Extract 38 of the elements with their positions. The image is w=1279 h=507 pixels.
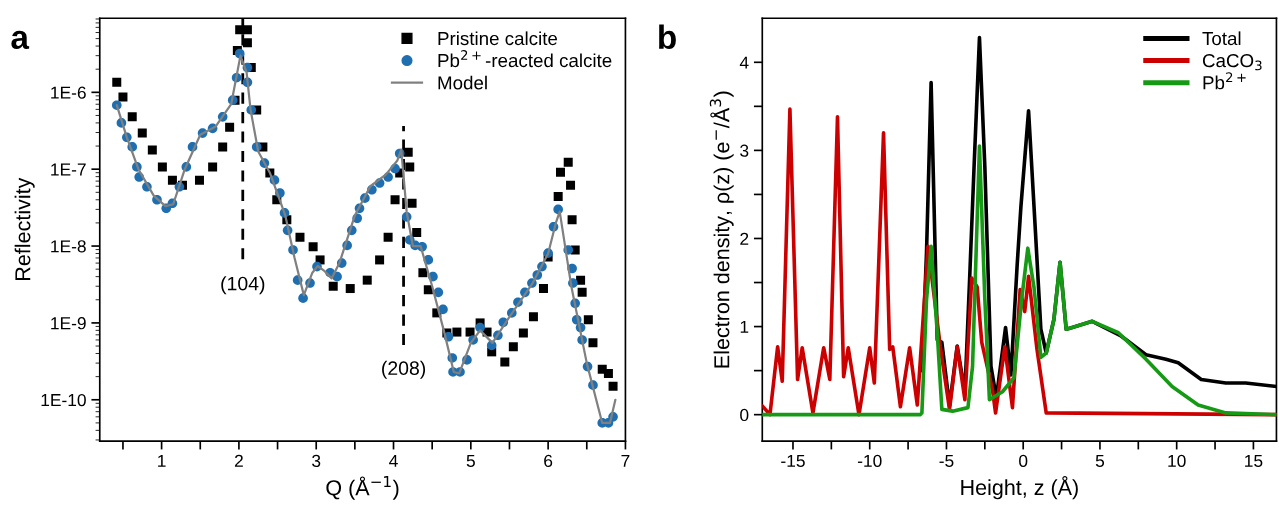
y-tick-label: 1E-8 xyxy=(51,240,86,253)
y-tick-label: 0 xyxy=(740,408,749,422)
x-tick-label: 5 xyxy=(1095,454,1105,468)
y-tick-label: 1E-9 xyxy=(51,317,86,330)
x-axis-title: Height, z (Å) xyxy=(961,476,1078,500)
x-tick-label: 10 xyxy=(1168,454,1186,468)
x-tick-label: -15 xyxy=(781,454,805,468)
x-tick-label: 4 xyxy=(389,454,398,467)
legend-label: Pristine calcite xyxy=(438,31,558,46)
x-tick-label: 6 xyxy=(544,454,553,468)
x-tick-label: 0 xyxy=(1019,454,1028,468)
legend-label: CaCO$_{3}$ xyxy=(1202,54,1262,71)
x-tick-label: 5 xyxy=(466,454,475,468)
x-tick-label: -10 xyxy=(857,454,882,468)
y-axis-title: Reflectivity xyxy=(14,177,35,280)
y-tick-label: 3 xyxy=(740,144,749,157)
y-tick-label: 1E-10 xyxy=(41,393,86,407)
legend-label: Model xyxy=(438,75,487,90)
x-tick-label: 15 xyxy=(1245,454,1263,468)
text: a xyxy=(11,30,30,50)
y-axis-title: Electron density, ρ(z) (e$^{−}$/Å$^{3}$) xyxy=(709,91,734,368)
y-tick-label: 2 xyxy=(740,232,749,245)
text: b xyxy=(659,24,676,50)
legend-label: Pb$^{2+}$ xyxy=(1203,72,1246,90)
x-tick-label: 7 xyxy=(621,454,630,467)
x-axis-title: Q (Å$^{−1}$) xyxy=(326,476,399,500)
y-tick-label: 1 xyxy=(740,320,749,333)
y-tick-label: 1E-7 xyxy=(51,163,86,176)
annotation: (208) xyxy=(382,360,426,379)
x-tick-label: 2 xyxy=(234,454,243,467)
legend-label: Total xyxy=(1202,31,1241,46)
y-tick-label: 4 xyxy=(739,56,749,69)
x-tick-label: 1 xyxy=(158,454,166,467)
y-tick-label: 1E-6 xyxy=(51,86,86,99)
annotation: (104) xyxy=(221,276,265,295)
legend-label: Pb$^{2+}$-reacted calcite xyxy=(438,50,612,68)
x-tick-label: 3 xyxy=(312,454,321,468)
x-tick-label: -5 xyxy=(939,454,954,468)
